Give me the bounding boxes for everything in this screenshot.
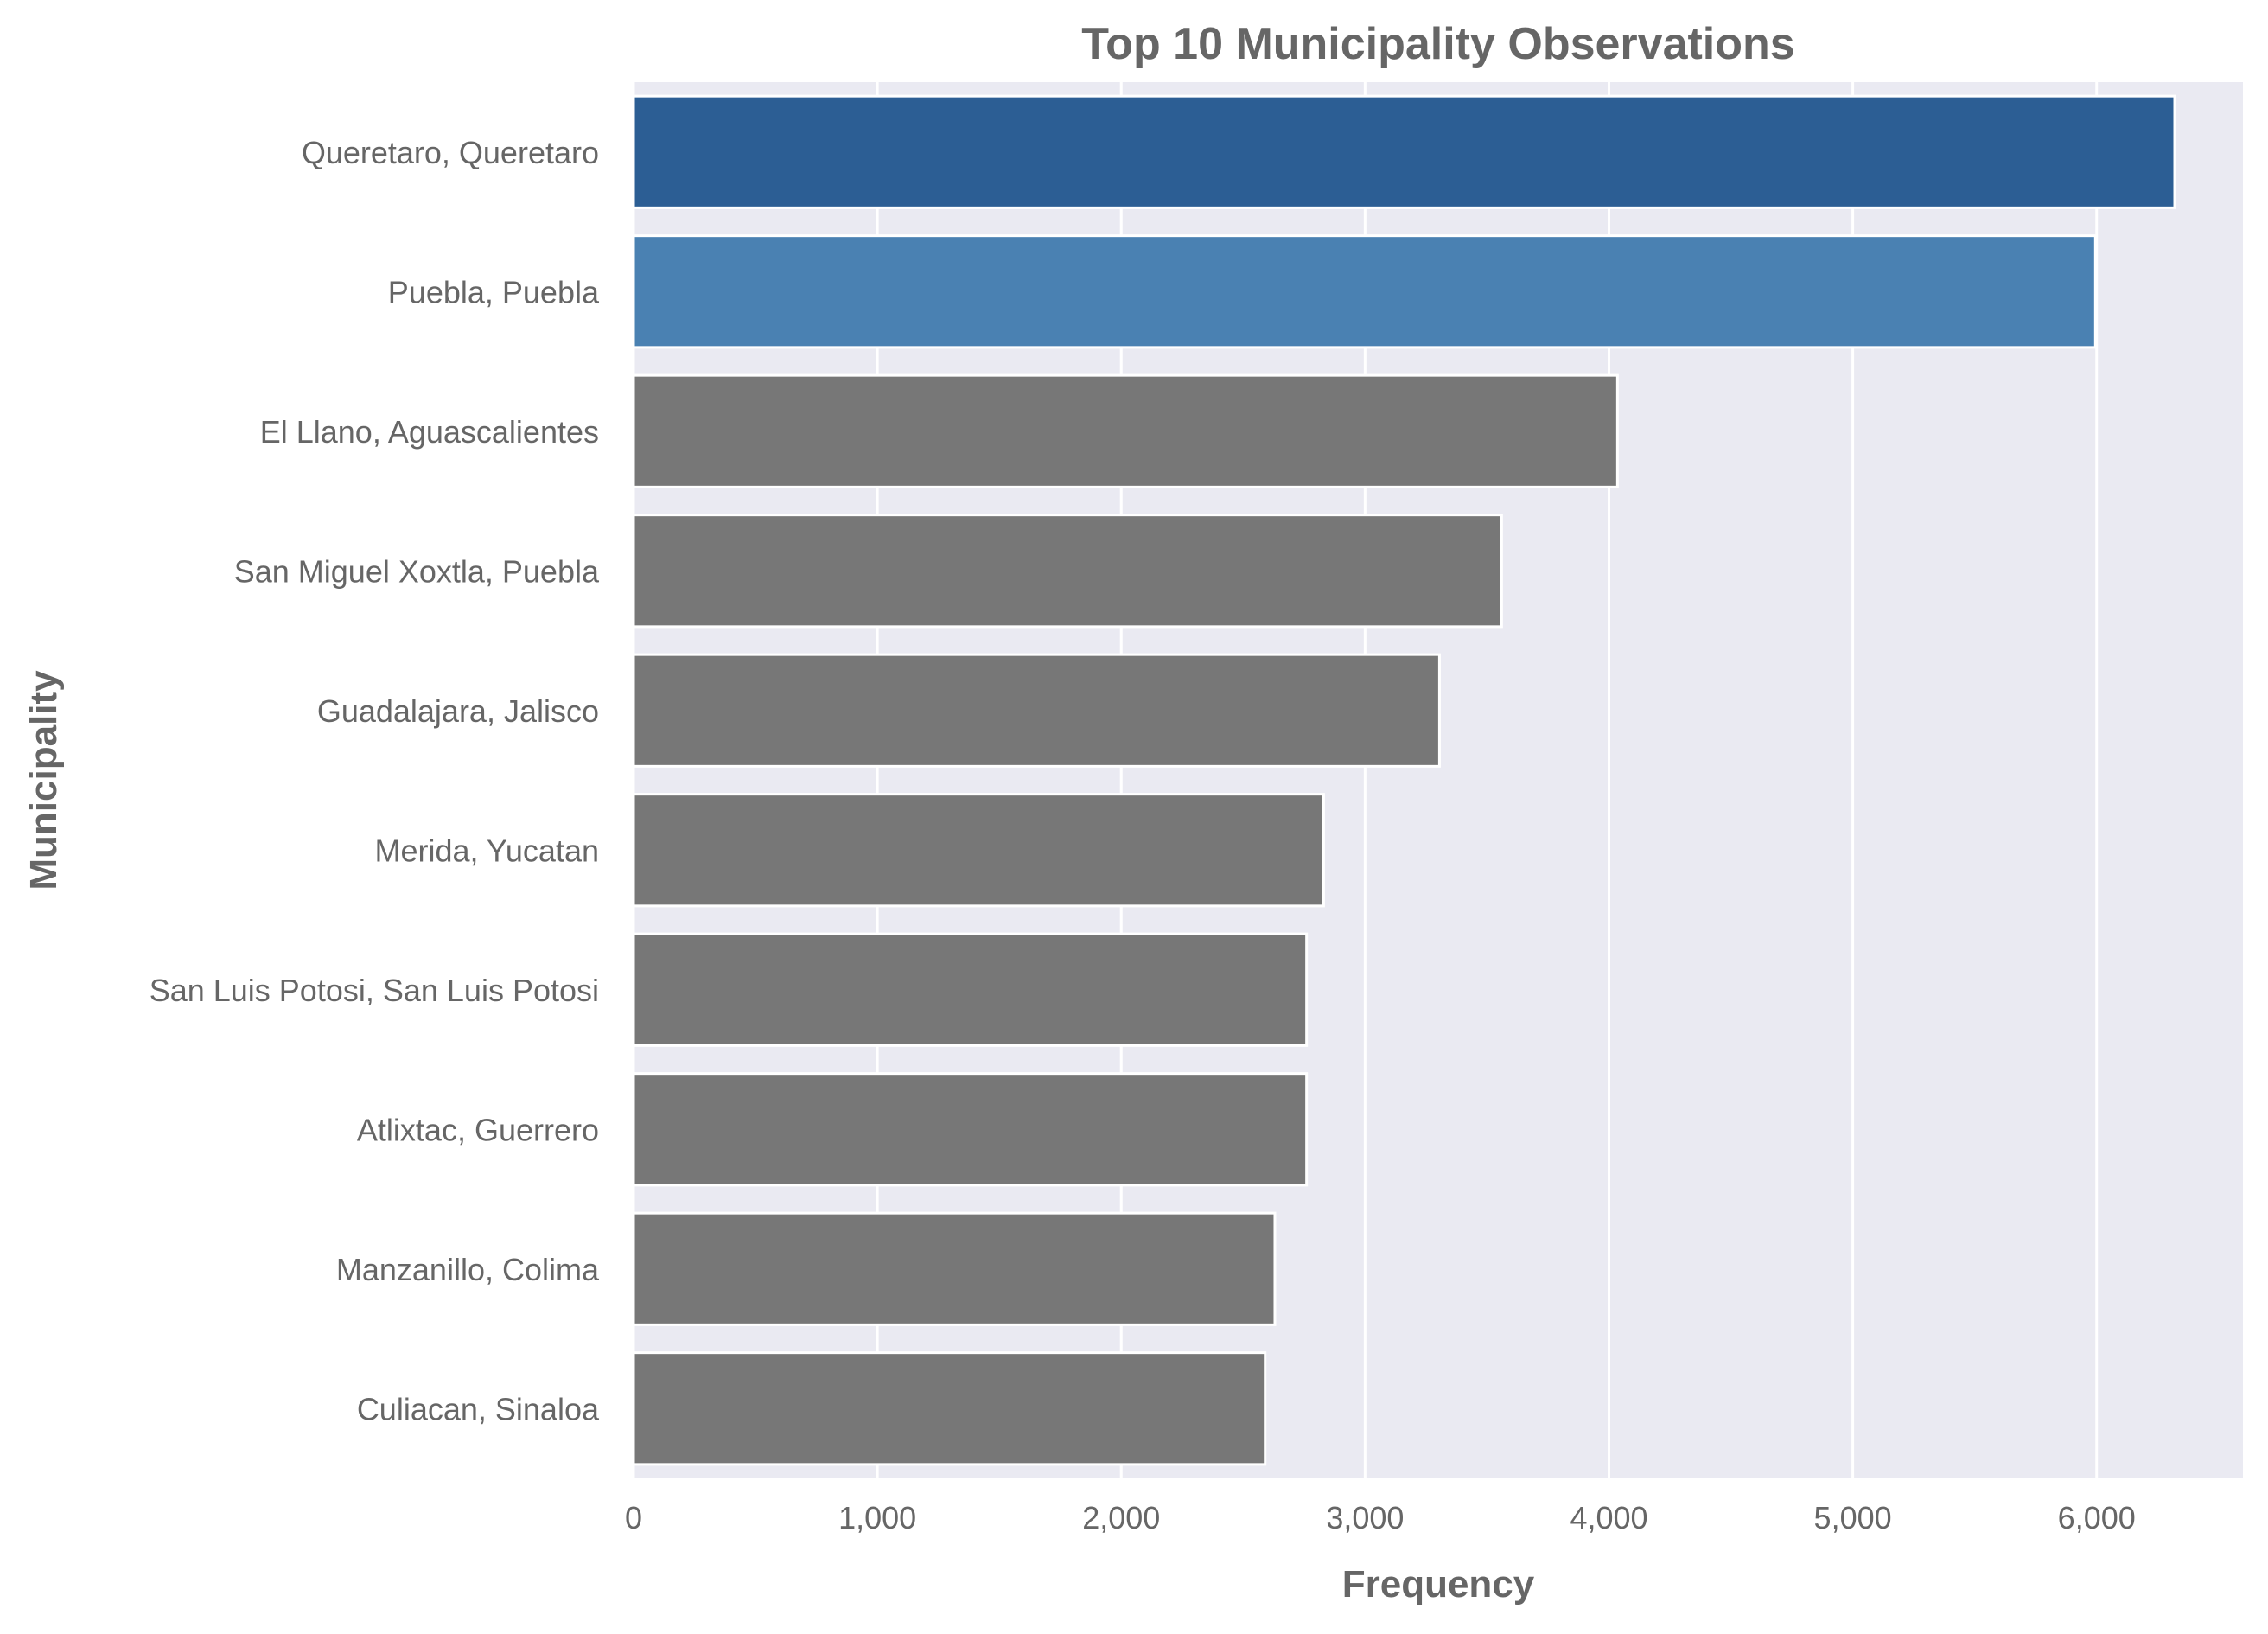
bars — [632, 94, 2176, 1466]
x-tick-label: 5,000 — [1814, 1500, 1892, 1535]
x-tick-label: 3,000 — [1326, 1500, 1404, 1535]
y-tick-labels: Queretaro, Queretaro Puebla, Puebla El Lla… — [150, 135, 600, 1427]
y-tick-label: Queretaro, Queretaro — [302, 135, 599, 170]
x-tick-label: 6,000 — [2058, 1500, 2136, 1535]
bar — [632, 1211, 1277, 1326]
y-tick-label: Manzanillo, Colima — [336, 1252, 600, 1287]
x-tick-label: 1,000 — [838, 1500, 916, 1535]
bar — [632, 932, 1309, 1047]
bar — [632, 234, 2097, 349]
y-tick-label: San Luis Potosi, San Luis Potosi — [150, 973, 599, 1008]
y-axis-title: Municipality — [22, 670, 65, 890]
y-tick-label: Merida, Yucatan — [374, 833, 599, 868]
bar — [632, 373, 1619, 488]
y-tick-label: El Llano, Aguascalientes — [260, 414, 599, 450]
bar — [632, 94, 2176, 209]
x-tick-label: 4,000 — [1570, 1500, 1647, 1535]
y-tick-label: Guadalajara, Jalisco — [317, 693, 599, 729]
x-tick-label: 2,000 — [1082, 1500, 1160, 1535]
x-tick-labels: 0 1,000 2,000 3,000 4,000 5,000 6,000 — [625, 1500, 2136, 1535]
bar — [632, 514, 1503, 629]
bar — [632, 1072, 1309, 1187]
x-tick-label: 0 — [625, 1500, 642, 1535]
chart-title: Top 10 Municipality Observations — [1081, 19, 1794, 69]
bar — [632, 653, 1441, 768]
y-tick-label: Atlixtac, Guerrero — [357, 1112, 599, 1147]
bar — [632, 1351, 1267, 1466]
y-tick-label: Puebla, Puebla — [388, 274, 600, 310]
bar — [632, 793, 1325, 908]
y-tick-label: San Miguel Xoxtla, Puebla — [234, 553, 600, 589]
y-tick-label: Culiacan, Sinaloa — [357, 1391, 600, 1427]
x-axis-title: Frequency — [1342, 1563, 1535, 1605]
